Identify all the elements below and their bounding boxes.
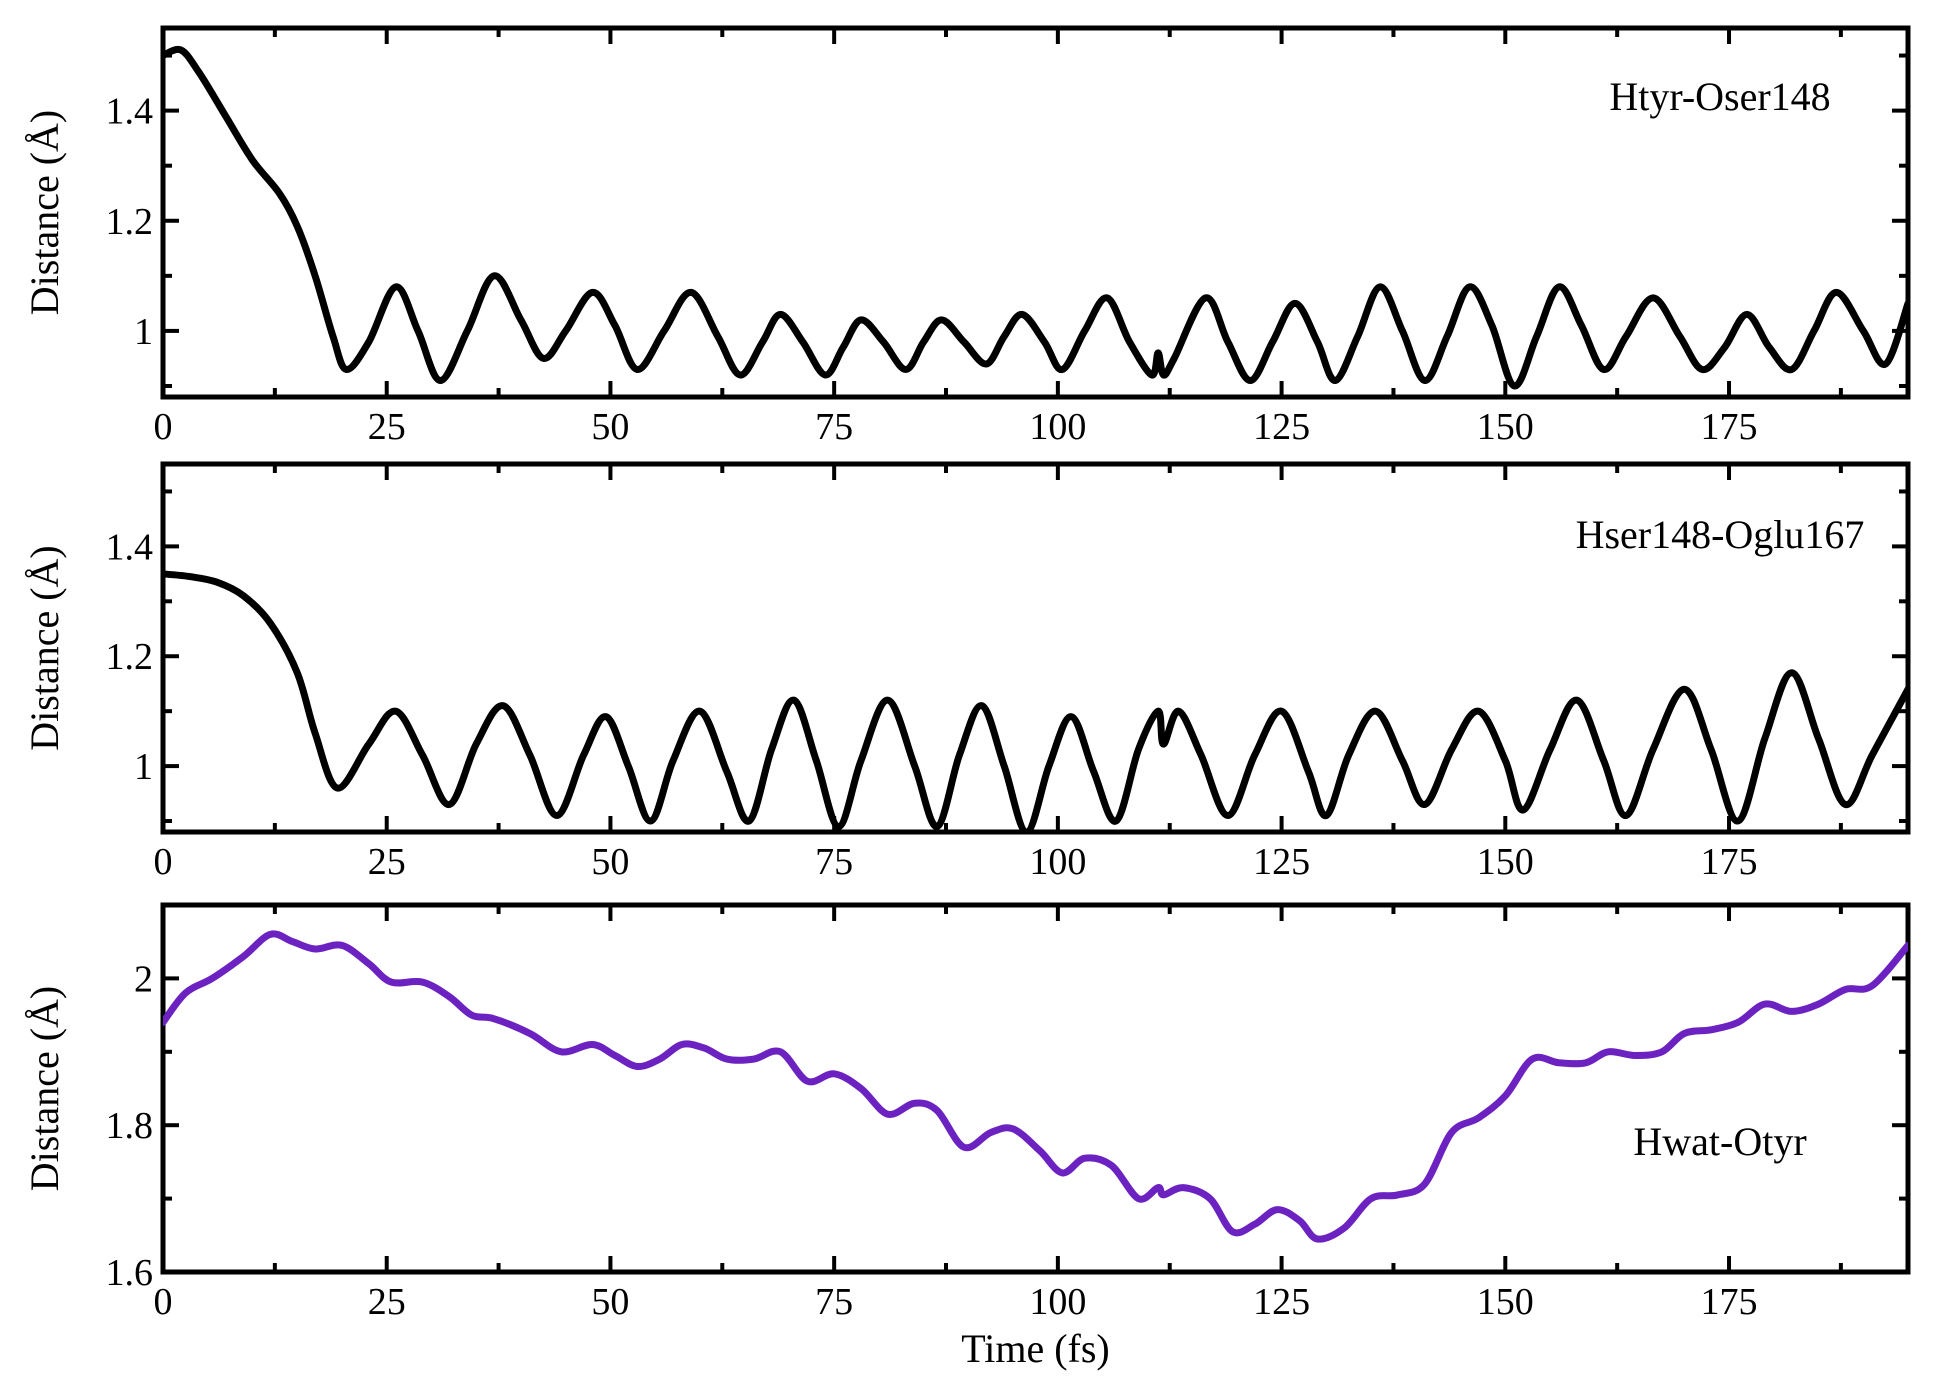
panel-hwat-otyr: 0 25 50 75 100 125 150 175 1.6 1.8 2 Distance (Å) Ti… [22,902,1911,1371]
series-annotation-hwat-otyr: Hwat-Otyr [1633,1119,1806,1164]
y-tick-label-htyr-oser148: 1 [134,311,153,353]
x-tick-label-hser148-oglu167: 25 [368,841,406,883]
x-tick-label-hwat-otyr: 100 [1029,1281,1086,1323]
x-tick-label-htyr-oser148: 75 [815,406,853,448]
panel-htyr-oser148: 0 25 50 75 100 125 150 175 1 1.2 1.4 Distance (Å) Ht… [22,25,1911,448]
plot-frame-htyr-oser148 [160,25,1911,400]
x-tick-label-hser148-oglu167: 175 [1701,841,1758,883]
x-axis-label: Time (fs) [961,1326,1110,1371]
plot-frame-hwat-otyr [160,902,1911,1275]
x-tick-label-hwat-otyr: 175 [1701,1281,1758,1323]
x-tick-label-hwat-otyr: 75 [815,1281,853,1323]
x-tick-label-htyr-oser148: 25 [368,406,406,448]
x-tick-label-htyr-oser148: 150 [1477,406,1534,448]
x-tick-label-htyr-oser148: 100 [1029,406,1086,448]
x-tick-label-hwat-otyr: 150 [1477,1281,1534,1323]
plot-frame-hser148-oglu167 [160,461,1911,835]
series-annotation-hser148-oglu167: Hser148-Oglu167 [1576,512,1865,557]
y-tick-label-hwat-otyr: 2 [134,958,153,1000]
series-line-hwat-otyr [163,930,1908,1243]
x-tick-label-htyr-oser148: 125 [1253,406,1310,448]
series-annotation-htyr-oser148: Htyr-Oser148 [1609,74,1830,119]
x-tick-label-hser148-oglu167: 0 [154,841,173,883]
y-tick-label-hser148-oglu167: 1.4 [106,526,154,568]
y-tick-label-hwat-otyr: 1.8 [106,1105,154,1147]
x-tick-label-hwat-otyr: 50 [591,1281,629,1323]
y-tick-label-htyr-oser148: 1.2 [106,201,154,243]
x-tick-label-htyr-oser148: 50 [591,406,629,448]
x-tick-label-hser148-oglu167: 100 [1029,841,1086,883]
y-axis-label-hser148-oglu167: Distance (Å) [22,545,67,750]
y-tick-label-hser148-oglu167: 1.2 [106,636,154,678]
y-tick-label-htyr-oser148: 1.4 [106,91,154,133]
y-tick-label-hser148-oglu167: 1 [134,746,153,788]
x-tick-label-hser148-oglu167: 150 [1477,841,1534,883]
x-tick-label-hwat-otyr: 125 [1253,1281,1310,1323]
y-axis-label-htyr-oser148: Distance (Å) [22,110,67,315]
y-tick-label-hwat-otyr: 1.6 [106,1252,154,1294]
x-tick-label-hser148-oglu167: 50 [591,841,629,883]
series-line-hser148-oglu167 [163,570,1908,832]
x-tick-label-htyr-oser148: 0 [154,406,173,448]
x-tick-label-htyr-oser148: 175 [1701,406,1758,448]
series-line-htyr-oser148 [163,45,1908,390]
y-axis-label-hwat-otyr: Distance (Å) [22,986,67,1191]
x-tick-label-hser148-oglu167: 75 [815,841,853,883]
x-tick-label-hwat-otyr: 0 [154,1281,173,1323]
panel-hser148-oglu167: 0 25 50 75 100 125 150 175 1 1.2 1.4 Distance (Å) Hs… [22,461,1911,883]
x-tick-label-hwat-otyr: 25 [368,1281,406,1323]
x-tick-label-hser148-oglu167: 125 [1253,841,1310,883]
